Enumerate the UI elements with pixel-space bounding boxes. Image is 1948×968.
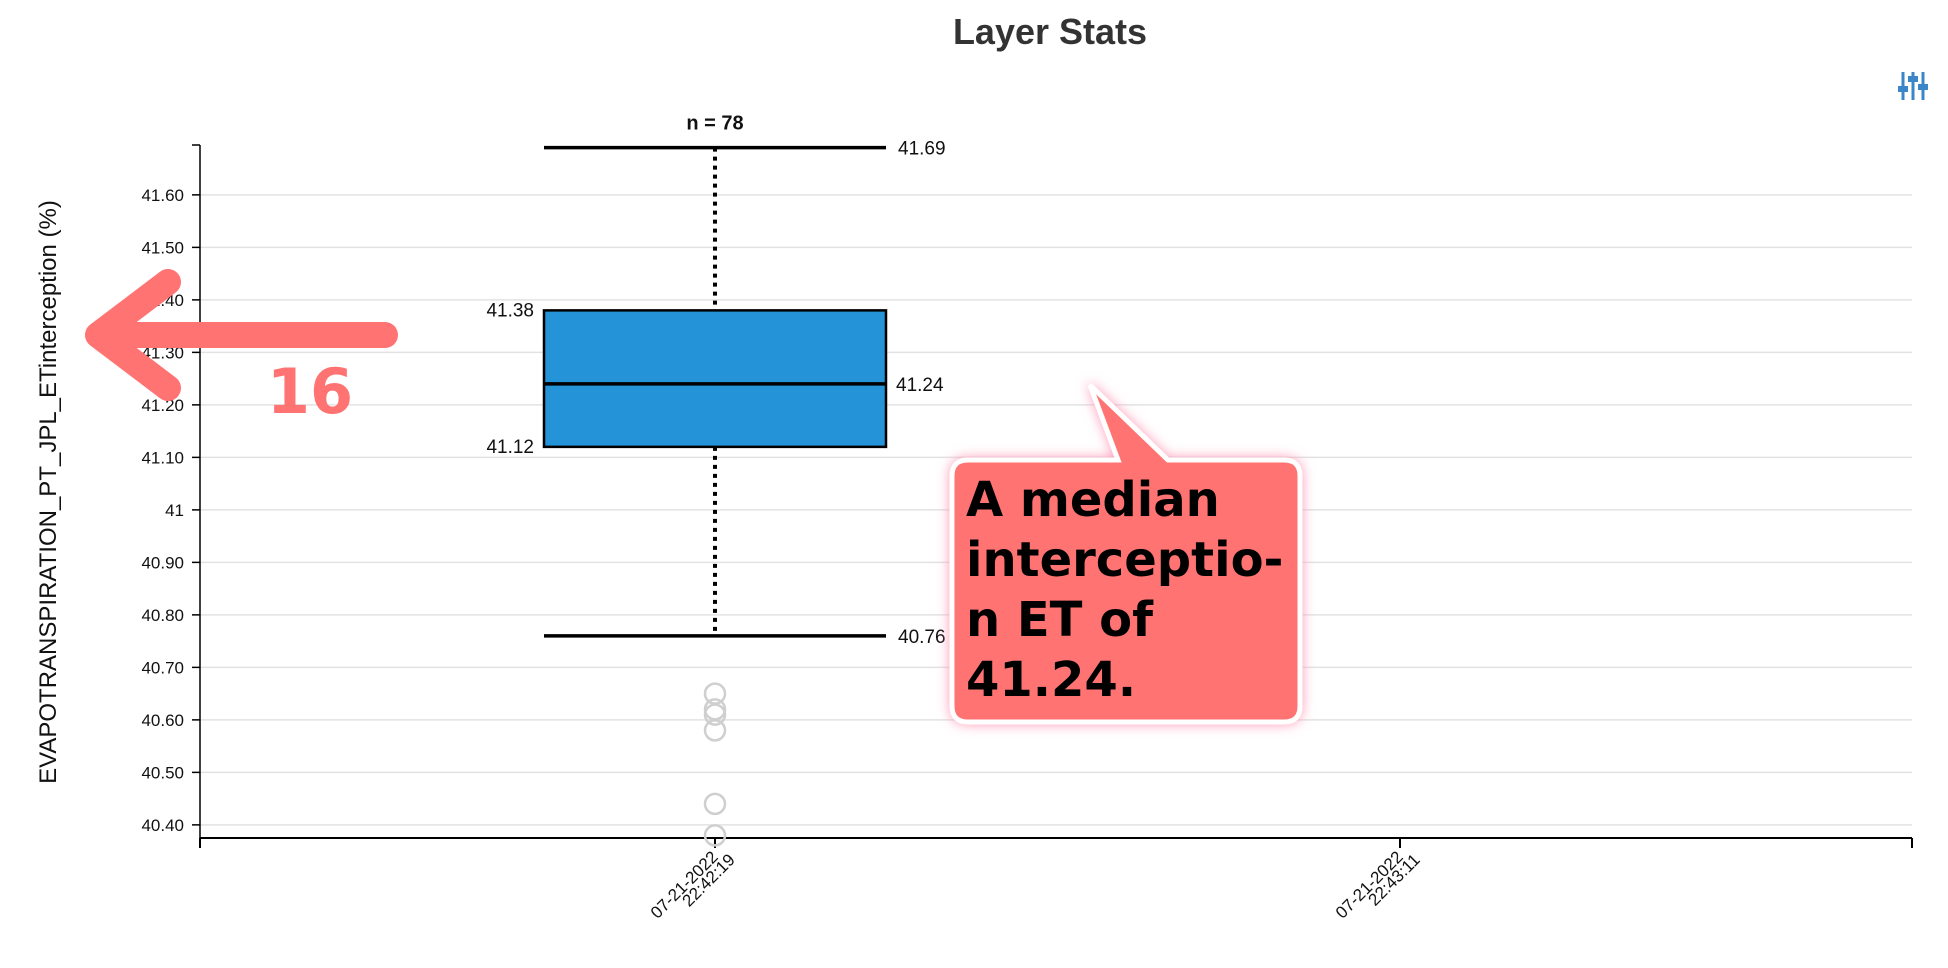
y-tick-label: 40.40 (141, 816, 184, 835)
y-tick-label: 40.70 (141, 658, 184, 677)
sample-count-label: n = 78 (686, 113, 743, 135)
y-axis-label: EVAPOTRANSPIRATION_PT_JPL_ETinterception… (35, 200, 62, 784)
y-tick-label: 41.60 (141, 186, 184, 205)
y-tick-label: 40.60 (141, 711, 184, 730)
annotation-number: 16 (267, 355, 353, 428)
y-tick-label: 40.50 (141, 763, 184, 782)
callout-bubble (949, 383, 1303, 725)
whisker-high-label: 41.69 (898, 139, 946, 160)
chart-title: Layer Stats (953, 11, 1147, 52)
q1-label: 41.12 (486, 437, 534, 458)
outlier-point (703, 703, 727, 726)
sliders-icon[interactable] (1898, 72, 1928, 100)
callout-text: A median interceptio-n ET of 41.24. (966, 472, 1284, 708)
outlier-point (703, 824, 727, 847)
median-label: 41.24 (896, 375, 944, 396)
outlier-point (703, 792, 727, 816)
whisker-low-label: 40.76 (898, 627, 946, 648)
box-plot: n = 78 41.69 41.38 41.24 41.12 40.76 (486, 113, 946, 847)
y-tick-label: 41 (165, 501, 184, 520)
y-tick-label: 41.20 (141, 396, 184, 415)
annotation-arrow (85, 269, 398, 401)
outlier-point (703, 719, 727, 742)
y-tick-label: 40.90 (141, 553, 184, 572)
y-axis: 40.40 40.50 40.60 40.70 40.80 40.90 41 41.10 41.… (141, 144, 201, 838)
q3-label: 41.38 (486, 300, 534, 321)
y-tick-label: 41.50 (141, 238, 184, 257)
iqr-box (542, 309, 888, 449)
y-tick-label: 41.10 (141, 448, 184, 467)
y-tick-label: 41.30 (141, 343, 184, 362)
y-tick-label: 40.80 (141, 606, 184, 625)
